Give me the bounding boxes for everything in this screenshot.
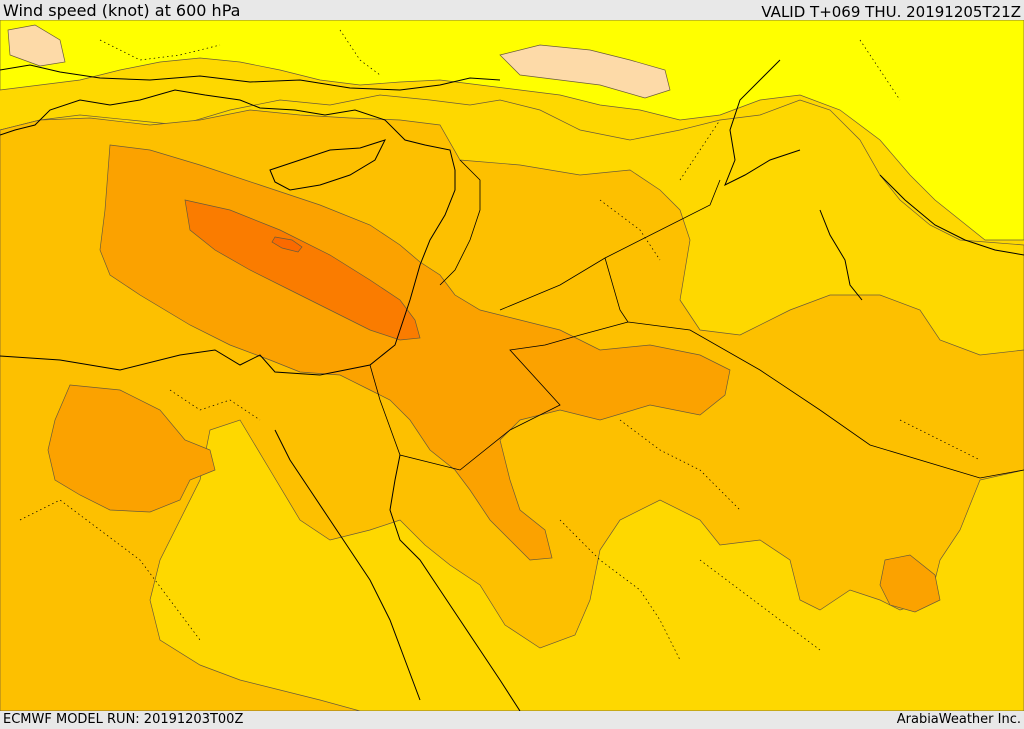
wind-speed-map[interactable] bbox=[0, 20, 1024, 711]
coastline-mediterranean bbox=[0, 89, 456, 376]
model-run: ECMWF MODEL RUN: 20191203T00Z bbox=[3, 712, 244, 727]
zone-light-yellow-north bbox=[0, 20, 1024, 241]
zone-light-peach-2 bbox=[7, 24, 66, 67]
zone-deep-orange-core bbox=[184, 199, 421, 341]
map-title: Wind speed (knot) at 600 hPa bbox=[3, 1, 241, 20]
footer-bar: ECMWF MODEL RUN: 20191203T00Z ArabiaWeat… bbox=[0, 711, 1024, 729]
coastline-cyprus bbox=[269, 139, 386, 191]
valid-time: VALID T+069 THU. 20191205T21Z bbox=[761, 3, 1021, 21]
zone-light-peach-1 bbox=[499, 44, 671, 99]
admin-boundaries bbox=[19, 29, 981, 661]
zone-orange-west bbox=[47, 384, 216, 513]
map-canvas bbox=[0, 20, 1024, 711]
coastline-red-sea bbox=[274, 429, 521, 711]
coastline-black-sea bbox=[0, 64, 501, 91]
border-line bbox=[369, 159, 1024, 479]
zone-orange-southeast bbox=[879, 554, 941, 613]
coastline-persian-gulf bbox=[819, 174, 1024, 301]
coastline-caspian bbox=[724, 59, 801, 187]
header-bar: Wind speed (knot) at 600 hPa VALID T+069… bbox=[0, 0, 1024, 20]
zone-deep-orange-inner bbox=[271, 236, 303, 253]
credit: ArabiaWeather Inc. bbox=[896, 712, 1021, 727]
